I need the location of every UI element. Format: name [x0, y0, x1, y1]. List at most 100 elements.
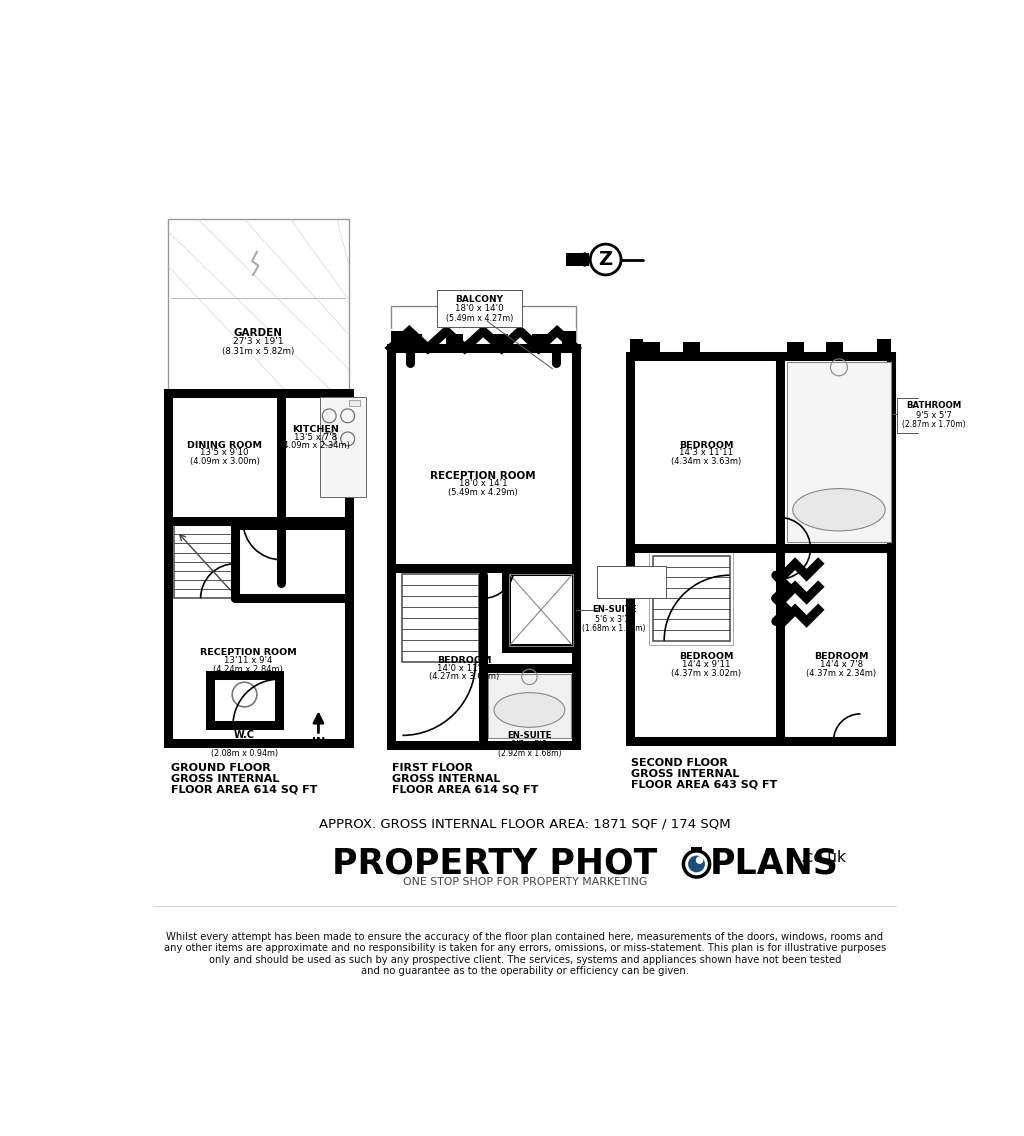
Text: W.C: W.C: [234, 730, 255, 741]
Bar: [878, 339, 891, 356]
Ellipse shape: [494, 693, 565, 727]
Text: 13'5 x 7'8: 13'5 x 7'8: [294, 433, 337, 442]
Text: 13'11 x 9'4: 13'11 x 9'4: [224, 657, 272, 666]
Text: APPROX. GROSS INTERNAL FLOOR AREA: 1871 SQF / 174 SQM: APPROX. GROSS INTERNAL FLOOR AREA: 1871 …: [319, 818, 730, 830]
Bar: [787, 362, 891, 542]
Bar: [509, 574, 573, 646]
Bar: [691, 847, 701, 852]
Bar: [404, 334, 422, 348]
Text: FIRST FLOOR: FIRST FLOOR: [392, 762, 473, 772]
Bar: [349, 400, 360, 406]
Text: (1.68m x 1.17m): (1.68m x 1.17m): [583, 624, 646, 633]
Text: (5.49m x 4.29m): (5.49m x 4.29m): [449, 487, 518, 496]
Text: (5.49m x 4.27m): (5.49m x 4.27m): [445, 314, 513, 323]
Text: BALCONY: BALCONY: [456, 295, 504, 304]
Text: ONE STOP SHOP FOR PROPERTY MARKETING: ONE STOP SHOP FOR PROPERTY MARKETING: [402, 877, 647, 887]
Bar: [562, 331, 575, 348]
Text: (4.24m x 2.84m): (4.24m x 2.84m): [213, 665, 284, 674]
Text: BEDROOM: BEDROOM: [679, 441, 734, 450]
Text: 5'6 x 3'10: 5'6 x 3'10: [595, 615, 634, 624]
Text: RECEPTION ROOM: RECEPTION ROOM: [200, 649, 297, 658]
Bar: [446, 334, 463, 348]
Text: Z: Z: [599, 250, 612, 269]
Circle shape: [683, 851, 710, 877]
Text: DINING ROOM: DINING ROOM: [187, 441, 262, 450]
Bar: [402, 574, 479, 662]
Bar: [826, 342, 843, 356]
Text: 27'3 x 19'1: 27'3 x 19'1: [233, 337, 284, 346]
Bar: [897, 398, 974, 433]
Text: EN-SUITE: EN-SUITE: [507, 730, 552, 740]
Text: BEDROOM: BEDROOM: [436, 657, 492, 666]
Bar: [391, 306, 575, 348]
Circle shape: [696, 857, 702, 863]
Text: (4.37m x 2.34m): (4.37m x 2.34m): [806, 668, 877, 677]
Circle shape: [689, 857, 705, 871]
Text: 13'5 x 9'10: 13'5 x 9'10: [201, 449, 249, 458]
Text: 14'4 x 7'8: 14'4 x 7'8: [819, 660, 863, 669]
Text: (2.08m x 0.94m): (2.08m x 0.94m): [211, 749, 279, 758]
Bar: [483, 668, 575, 744]
Text: Whilst every attempt has been made to ensure the accuracy of the floor plan cont: Whilst every attempt has been made to en…: [164, 932, 886, 977]
Bar: [490, 334, 508, 348]
Bar: [487, 674, 571, 738]
Bar: [506, 571, 575, 649]
Bar: [652, 556, 730, 641]
Text: PLANS: PLANS: [710, 847, 839, 882]
Text: 14'3 x 11'11: 14'3 x 11'11: [680, 449, 733, 458]
Bar: [630, 356, 891, 741]
Ellipse shape: [793, 488, 885, 531]
Bar: [643, 342, 660, 356]
Text: SECOND FLOOR: SECOND FLOOR: [631, 758, 728, 768]
Bar: [597, 566, 667, 599]
Bar: [391, 331, 404, 348]
Bar: [565, 252, 589, 267]
Text: 18'0 x 14'1: 18'0 x 14'1: [459, 479, 508, 488]
Bar: [174, 525, 236, 599]
Text: 14'4 x 9'11: 14'4 x 9'11: [682, 660, 731, 669]
Text: PROPERTY PHOT: PROPERTY PHOT: [333, 847, 657, 882]
Text: KITCHEN: KITCHEN: [292, 425, 339, 434]
Bar: [391, 348, 575, 744]
Text: FLOOR AREA 643 SQ FT: FLOOR AREA 643 SQ FT: [631, 779, 777, 790]
Bar: [319, 396, 367, 496]
Polygon shape: [556, 328, 575, 348]
Bar: [531, 334, 549, 348]
Bar: [683, 342, 700, 356]
Text: GROSS INTERNAL: GROSS INTERNAL: [171, 774, 279, 784]
Bar: [630, 339, 643, 356]
Bar: [210, 675, 280, 726]
Text: (4.27m x 3.63m): (4.27m x 3.63m): [429, 673, 499, 682]
Text: EN-SUITE: EN-SUITE: [592, 605, 636, 615]
Text: BEDROOM: BEDROOM: [814, 652, 868, 661]
Text: FLOOR AREA 614 SQ FT: FLOOR AREA 614 SQ FT: [171, 784, 317, 794]
Bar: [787, 342, 804, 356]
Text: GROUND FLOOR: GROUND FLOOR: [171, 762, 270, 772]
Bar: [437, 290, 521, 326]
Text: BEDROOM: BEDROOM: [679, 652, 734, 661]
Text: IN: IN: [312, 736, 325, 746]
Text: (4.09m x 2.34m): (4.09m x 2.34m): [281, 442, 350, 450]
Text: FLOOR AREA 614 SQ FT: FLOOR AREA 614 SQ FT: [392, 784, 539, 794]
Bar: [168, 393, 349, 743]
Polygon shape: [391, 328, 410, 348]
Text: GROSS INTERNAL: GROSS INTERNAL: [392, 774, 501, 784]
Bar: [168, 219, 349, 393]
Text: (4.34m x 3.63m): (4.34m x 3.63m): [672, 457, 741, 466]
Text: 18'0 x 14'0: 18'0 x 14'0: [455, 304, 504, 314]
Text: (4.09m x 3.00m): (4.09m x 3.00m): [189, 457, 259, 466]
Text: .co.uk: .co.uk: [801, 851, 846, 866]
Text: GROSS INTERNAL: GROSS INTERNAL: [631, 769, 739, 779]
Text: GARDEN: GARDEN: [233, 327, 283, 337]
Text: (8.31m x 5.82m): (8.31m x 5.82m): [222, 346, 295, 356]
Text: RECEPTION ROOM: RECEPTION ROOM: [430, 471, 536, 481]
Bar: [649, 552, 733, 644]
Text: BATHROOM: BATHROOM: [906, 401, 962, 410]
Text: (2.87m x 1.70m): (2.87m x 1.70m): [902, 420, 966, 428]
Text: (4.37m x 3.02m): (4.37m x 3.02m): [672, 668, 741, 677]
Text: (2.92m x 1.68m): (2.92m x 1.68m): [498, 750, 561, 759]
Text: 14'0 x 11'11: 14'0 x 11'11: [437, 663, 492, 673]
Text: 9'5 x 5'7: 9'5 x 5'7: [915, 410, 951, 419]
Text: 6'10 x 3'1: 6'10 x 3'1: [223, 741, 266, 749]
Text: 9'7 x 5'8: 9'7 x 5'8: [511, 741, 548, 749]
